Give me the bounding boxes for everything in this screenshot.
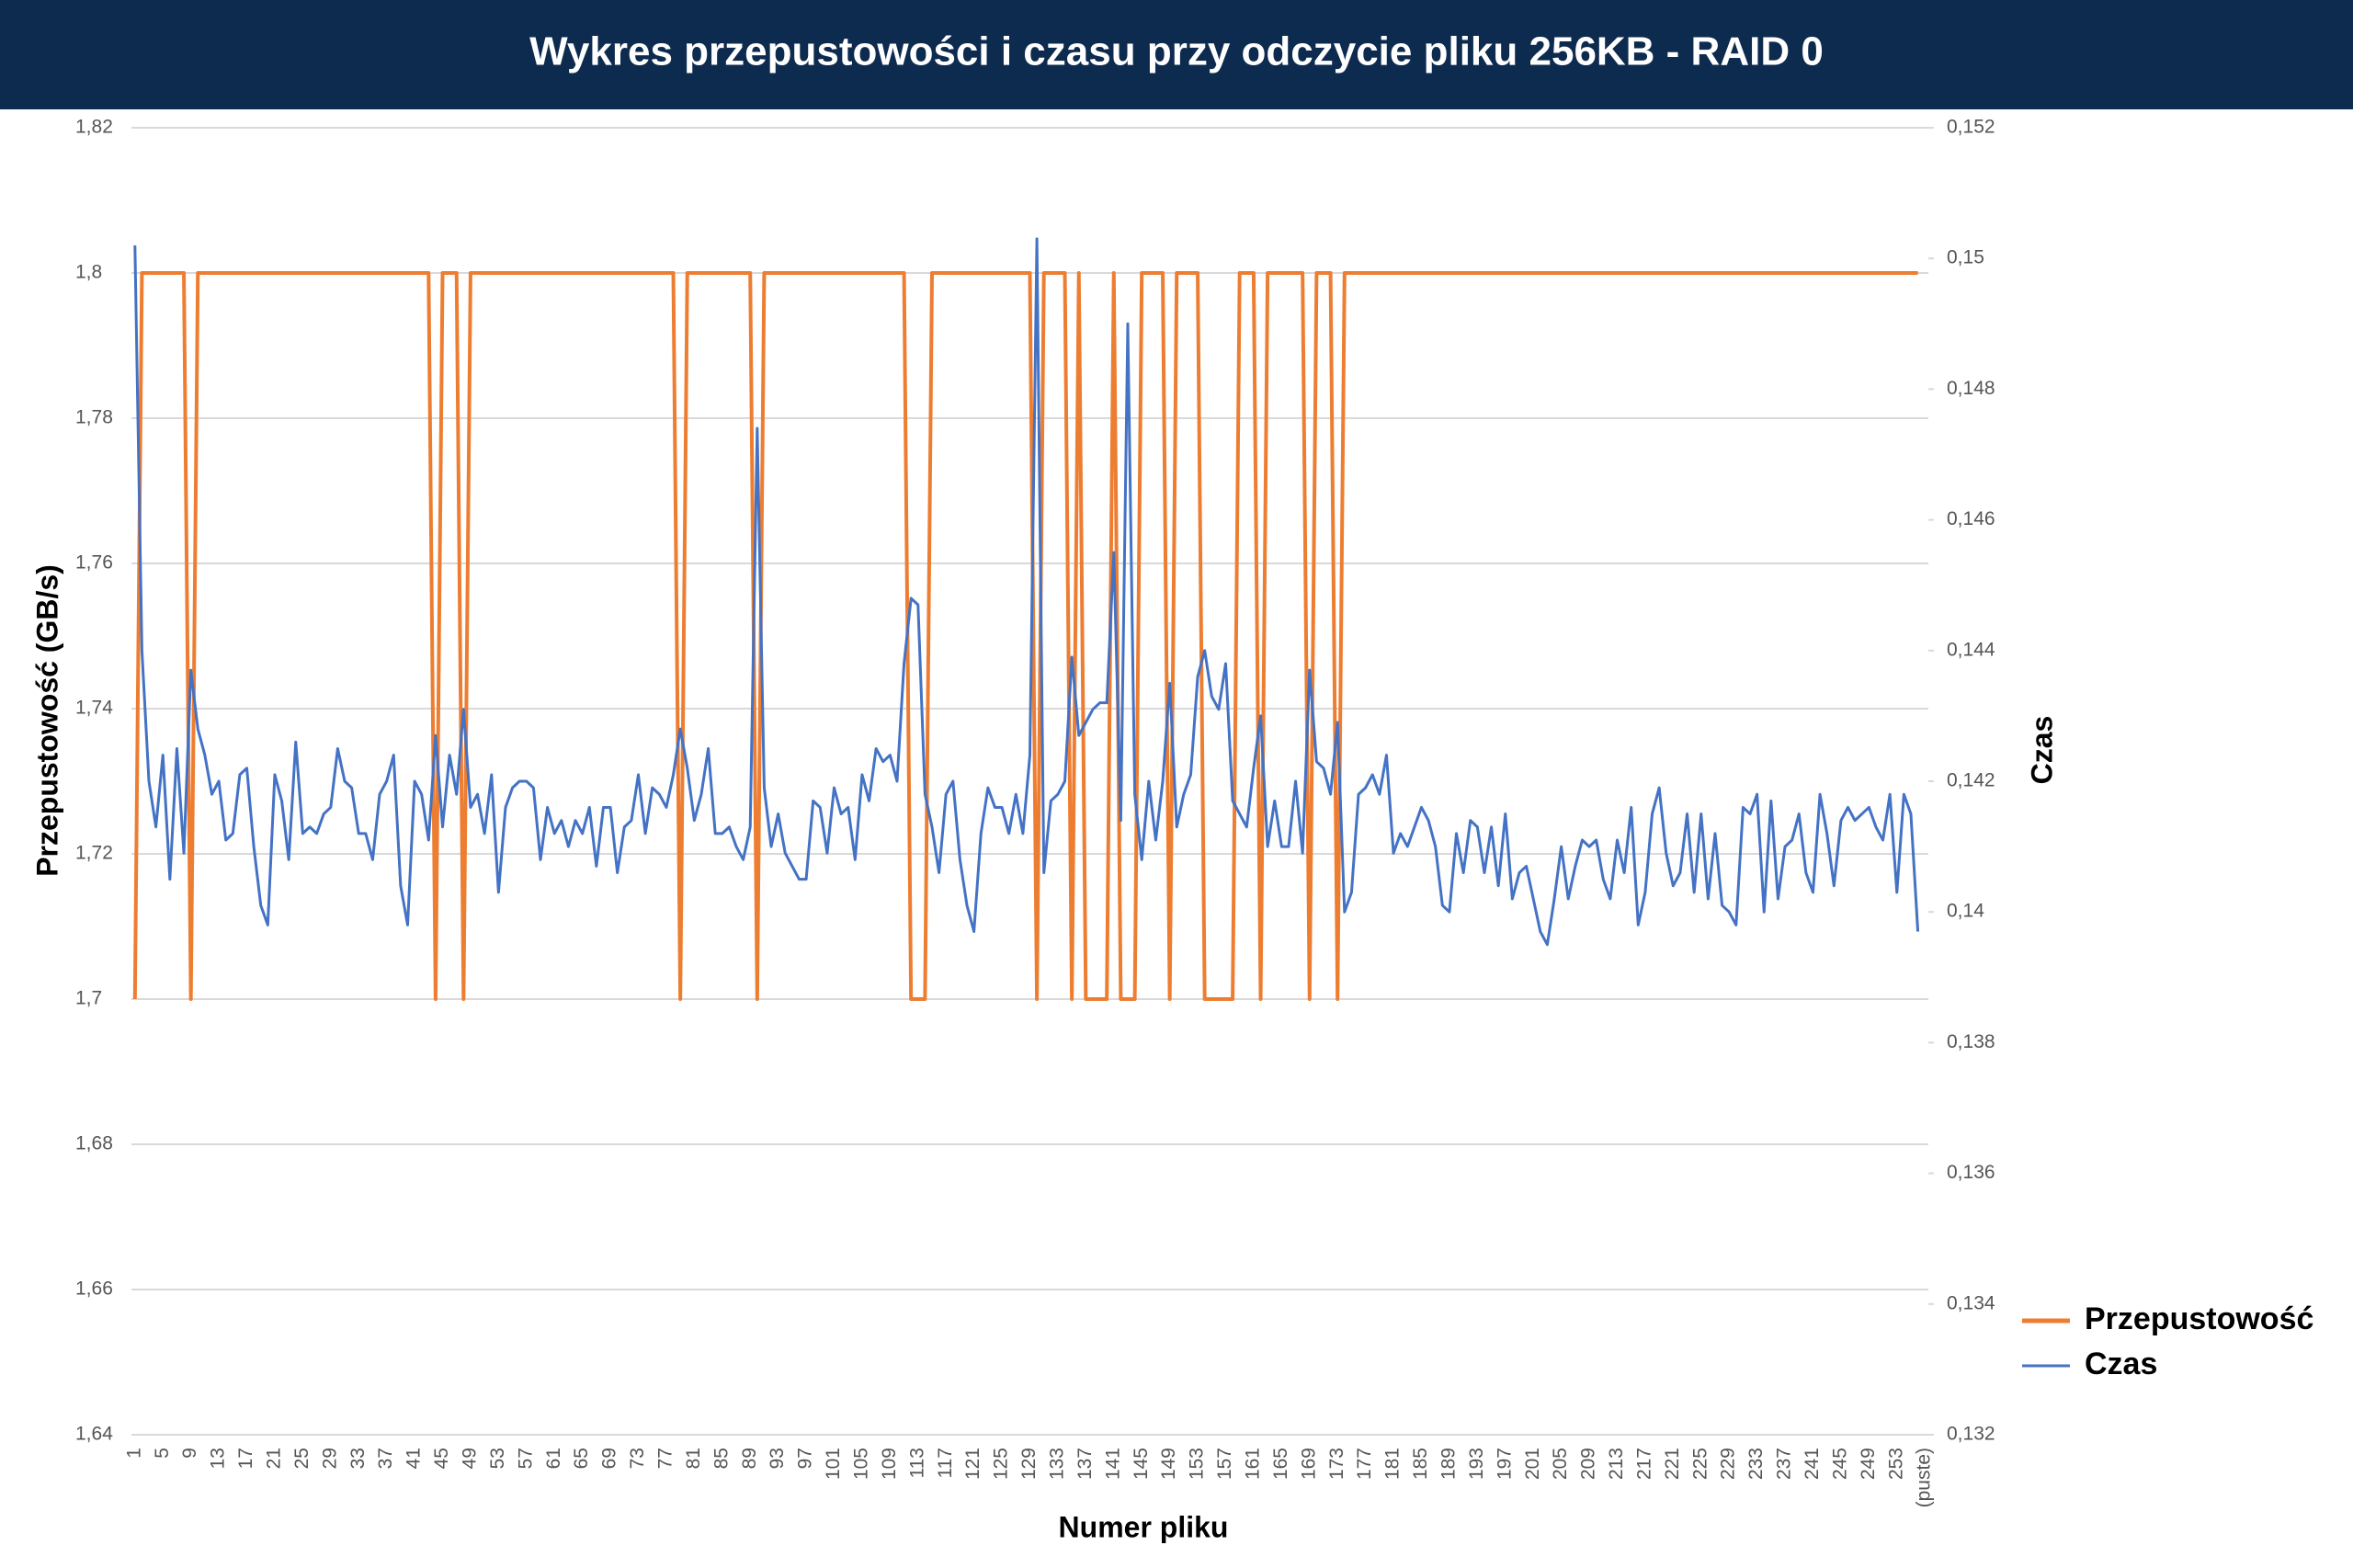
x-tick-label: 29 xyxy=(319,1448,340,1469)
x-tick-label: 205 xyxy=(1550,1448,1571,1480)
x-tick-label: 165 xyxy=(1270,1448,1291,1480)
y-tick-label: 1,68 xyxy=(75,1133,113,1154)
y-tick-label: 1,64 xyxy=(75,1424,113,1445)
y2-tick-label: 0,142 xyxy=(1947,770,1995,791)
x-tick-label: 85 xyxy=(710,1448,732,1469)
x-tick-label: 41 xyxy=(404,1448,425,1469)
x-tick-label: 225 xyxy=(1689,1448,1711,1480)
x-tick-label: 157 xyxy=(1214,1448,1235,1480)
x-tick-label: 89 xyxy=(739,1448,760,1469)
legend-label: Przepustowość xyxy=(2085,1301,2313,1336)
x-tick-label: 37 xyxy=(375,1448,396,1469)
x-tick-label: 197 xyxy=(1494,1448,1515,1480)
x-tick-label: 245 xyxy=(1829,1448,1850,1480)
y2-axis-title: Czas xyxy=(2025,716,2058,785)
y2-tick-label: 0,136 xyxy=(1947,1162,1995,1183)
x-tick-label: 1 xyxy=(123,1448,144,1459)
y-tick-label: 1,66 xyxy=(75,1278,113,1300)
y2-tick-label: 0,134 xyxy=(1947,1292,1995,1313)
x-tick-label: 161 xyxy=(1242,1448,1263,1480)
series-line xyxy=(132,271,1918,1001)
x-tick-label: 241 xyxy=(1802,1448,1823,1480)
x-tick-label: 193 xyxy=(1466,1448,1487,1480)
y2-tick-label: 0,146 xyxy=(1947,508,1995,529)
x-tick-label: 213 xyxy=(1606,1448,1627,1480)
y-tick-label: 1,72 xyxy=(75,843,113,864)
header-band xyxy=(0,0,2353,109)
x-tick-label: 105 xyxy=(850,1448,871,1480)
x-tick-label: 137 xyxy=(1074,1448,1096,1480)
x-tick-label: 93 xyxy=(767,1448,788,1469)
y-tick-label: 1,74 xyxy=(75,698,113,719)
x-tick-label: 169 xyxy=(1298,1448,1319,1480)
x-tick-label: 49 xyxy=(459,1448,480,1469)
x-tick-label: 17 xyxy=(235,1448,256,1469)
x-tick-label: 145 xyxy=(1131,1448,1152,1480)
x-tick-label: 121 xyxy=(962,1448,983,1480)
x-tick-label: 217 xyxy=(1633,1448,1654,1480)
x-axis-title: Numer pliku xyxy=(1059,1510,1229,1543)
x-tick-label: 209 xyxy=(1578,1448,1599,1480)
y-tick-label: 1,7 xyxy=(75,988,102,1009)
x-tick-label: 25 xyxy=(291,1448,313,1469)
x-tick-label: 177 xyxy=(1354,1448,1375,1480)
x-tick-label: 53 xyxy=(487,1448,508,1469)
x-tick-label: 125 xyxy=(991,1448,1012,1480)
series-line xyxy=(133,237,1920,947)
x-tick-label: 101 xyxy=(823,1448,844,1480)
x-tick-label: (puste) xyxy=(1914,1448,1935,1507)
x-tick-label: 45 xyxy=(431,1448,452,1469)
x-tick-label: 149 xyxy=(1158,1448,1179,1480)
x-tick-label: 185 xyxy=(1410,1448,1431,1480)
y-tick-label: 1,76 xyxy=(75,552,113,574)
x-tick-label: 253 xyxy=(1885,1448,1906,1480)
x-tick-label: 33 xyxy=(347,1448,369,1469)
y2-tick-label: 0,132 xyxy=(1947,1424,1995,1445)
x-tick-label: 153 xyxy=(1187,1448,1208,1480)
x-tick-label: 21 xyxy=(263,1448,284,1469)
x-tick-label: 5 xyxy=(152,1448,173,1459)
x-tick-label: 237 xyxy=(1774,1448,1795,1480)
y-tick-label: 1,8 xyxy=(75,262,102,283)
x-tick-label: 61 xyxy=(543,1448,564,1469)
x-tick-label: 233 xyxy=(1745,1448,1767,1480)
y2-tick-label: 0,148 xyxy=(1947,378,1995,399)
x-tick-label: 173 xyxy=(1326,1448,1347,1480)
y-tick-label: 1,82 xyxy=(75,117,113,138)
x-tick-label: 141 xyxy=(1102,1448,1123,1480)
x-tick-label: 201 xyxy=(1522,1448,1543,1480)
x-tick-label: 229 xyxy=(1718,1448,1739,1480)
x-tick-label: 97 xyxy=(795,1448,816,1469)
x-tick-label: 109 xyxy=(879,1448,900,1480)
x-tick-label: 133 xyxy=(1046,1448,1067,1480)
legend-label: Czas xyxy=(2085,1346,2157,1381)
x-tick-label: 221 xyxy=(1662,1448,1683,1480)
x-tick-label: 189 xyxy=(1438,1448,1459,1480)
x-tick-label: 129 xyxy=(1018,1448,1040,1480)
x-tick-label: 73 xyxy=(627,1448,648,1469)
x-tick-label: 57 xyxy=(515,1448,536,1469)
y2-tick-label: 0,144 xyxy=(1947,639,1995,660)
y2-tick-label: 0,152 xyxy=(1947,117,1995,138)
y-axis-title: Przepustowość (GB/s) xyxy=(30,564,63,877)
chart-title: Wykres przepustowości i czasu przy odczy… xyxy=(529,29,1824,74)
x-tick-label: 181 xyxy=(1382,1448,1404,1480)
x-tick-label: 69 xyxy=(599,1448,620,1469)
x-tick-label: 81 xyxy=(683,1448,704,1469)
y-tick-label: 1,78 xyxy=(75,407,113,428)
x-tick-label: 9 xyxy=(179,1448,200,1459)
x-tick-label: 77 xyxy=(654,1448,676,1469)
y2-tick-label: 0,14 xyxy=(1947,901,1984,922)
x-tick-label: 13 xyxy=(208,1448,229,1469)
x-tick-label: 249 xyxy=(1858,1448,1879,1480)
x-tick-label: 113 xyxy=(906,1448,927,1478)
x-tick-label: 117 xyxy=(935,1448,956,1478)
x-tick-label: 65 xyxy=(571,1448,592,1469)
y2-tick-label: 0,138 xyxy=(1947,1031,1995,1052)
y2-tick-label: 0,15 xyxy=(1947,247,1984,268)
